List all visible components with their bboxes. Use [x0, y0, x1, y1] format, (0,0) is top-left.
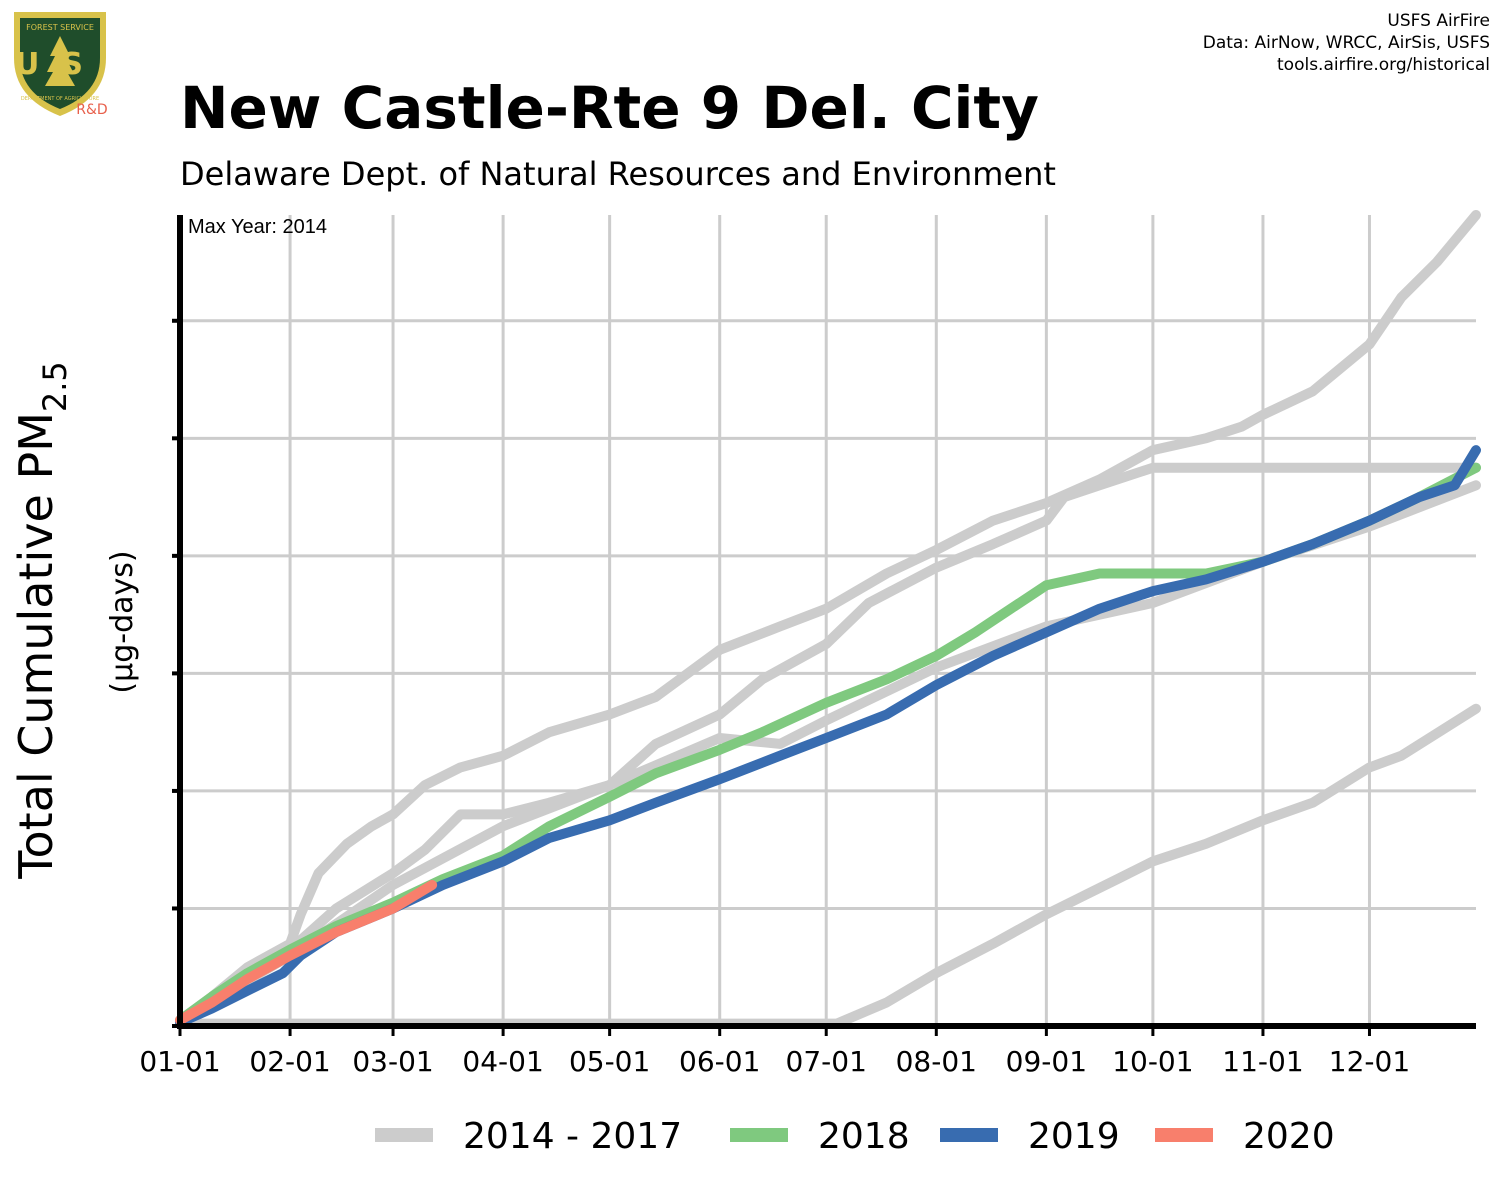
x-tick-label: 02-01: [249, 1045, 330, 1078]
chart-title: New Castle-Rte 9 Del. City: [180, 74, 1039, 142]
x-tick-labels: 01-01 02-01 03-01 04-01 05-01 06-01 07-01 08-01…: [139, 1045, 1410, 1078]
x-tick-label: 08-01: [896, 1045, 977, 1078]
x-tick-label: 10-01: [1112, 1045, 1193, 1078]
legend-label: 2020: [1243, 1116, 1335, 1157]
logo-tree-icon: [45, 36, 75, 86]
x-tick-label: 09-01: [1006, 1045, 1087, 1078]
x-tick-label: 07-01: [786, 1045, 867, 1078]
logo-bottom-text: DEPARTMENT OF AGRICULTURE: [21, 96, 99, 102]
credit-line-2: Data: AirNow, WRCC, AirSis, USFS: [1203, 33, 1490, 53]
x-tick-label: 03-01: [352, 1045, 433, 1078]
grid-lines: [178, 215, 1476, 1026]
series-line: [175, 480, 1481, 1026]
logo-badge: R&D: [76, 102, 107, 118]
axes: [172, 215, 1476, 1036]
legend-label: 2014 - 2017: [463, 1116, 682, 1157]
logo-letters: US: [15, 47, 105, 82]
y-axis-label-subscript: 2.5: [36, 361, 74, 412]
series-lines: [175, 210, 1481, 1029]
x-tick-label: 12-01: [1329, 1045, 1410, 1078]
max-year-annotation: Max Year: 2014: [188, 216, 327, 238]
y-axis-unit: (µg-days): [105, 550, 140, 693]
usfs-shield-logo-icon: US FOREST SERVICE DEPARTMENT OF AGRICULT…: [14, 12, 108, 118]
legend-label: 2018: [818, 1116, 910, 1157]
series-line: [175, 462, 1481, 1026]
y-axis-label: Total Cumulative PM2.5: [9, 361, 74, 880]
series-line: [175, 445, 1481, 1028]
legend-label: 2019: [1028, 1116, 1120, 1157]
chart-subtitle: Delaware Dept. of Natural Resources and …: [180, 155, 1056, 193]
series-line: [175, 210, 1481, 1026]
x-tick-label: 01-01: [139, 1045, 220, 1078]
x-tick-label: 04-01: [462, 1045, 543, 1078]
credit-line-3: tools.airfire.org/historical: [1277, 55, 1490, 75]
logo-top-text: FOREST SERVICE: [26, 23, 94, 32]
x-tick-label: 05-01: [569, 1045, 650, 1078]
y-axis-label-main: Total Cumulative PM: [9, 412, 63, 880]
credit-line-1: USFS AirFire: [1387, 11, 1490, 31]
series-line: [175, 880, 438, 1026]
legend: 2014 - 2017 2018 2019 2020: [375, 1116, 1335, 1157]
x-tick-label: 11-01: [1222, 1045, 1303, 1078]
x-tick-label: 06-01: [679, 1045, 760, 1078]
series-line: [175, 703, 1481, 1029]
